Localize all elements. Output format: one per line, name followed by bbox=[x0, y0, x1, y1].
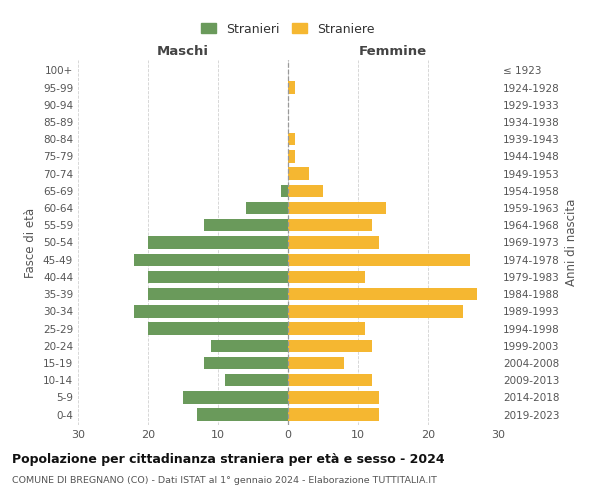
Bar bbox=[288, 408, 379, 421]
Bar bbox=[225, 374, 288, 386]
Bar bbox=[183, 392, 288, 404]
Text: Popolazione per cittadinanza straniera per età e sesso - 2024: Popolazione per cittadinanza straniera p… bbox=[12, 452, 445, 466]
Bar bbox=[197, 408, 288, 421]
Bar bbox=[204, 357, 288, 369]
Bar bbox=[288, 150, 295, 162]
Bar bbox=[134, 254, 288, 266]
Bar bbox=[148, 270, 288, 283]
Bar bbox=[288, 219, 372, 232]
Bar bbox=[288, 288, 477, 300]
Bar bbox=[288, 202, 386, 214]
Bar bbox=[148, 236, 288, 248]
Bar bbox=[211, 340, 288, 352]
Bar bbox=[288, 168, 309, 180]
Bar bbox=[288, 82, 295, 94]
Bar bbox=[148, 322, 288, 335]
Bar bbox=[204, 219, 288, 232]
Bar bbox=[288, 392, 379, 404]
Text: Maschi: Maschi bbox=[157, 46, 209, 59]
Bar bbox=[246, 202, 288, 214]
Bar bbox=[288, 184, 323, 197]
Text: Femmine: Femmine bbox=[359, 46, 427, 59]
Bar bbox=[288, 322, 365, 335]
Bar bbox=[288, 236, 379, 248]
Bar bbox=[288, 133, 295, 145]
Bar bbox=[134, 305, 288, 318]
Bar bbox=[288, 254, 470, 266]
Bar bbox=[288, 374, 372, 386]
Bar bbox=[281, 184, 288, 197]
Bar bbox=[288, 340, 372, 352]
Bar bbox=[288, 357, 344, 369]
Bar bbox=[148, 288, 288, 300]
Bar bbox=[288, 305, 463, 318]
Legend: Stranieri, Straniere: Stranieri, Straniere bbox=[197, 19, 379, 40]
Text: COMUNE DI BREGNANO (CO) - Dati ISTAT al 1° gennaio 2024 - Elaborazione TUTTITALI: COMUNE DI BREGNANO (CO) - Dati ISTAT al … bbox=[12, 476, 437, 485]
Bar bbox=[288, 270, 365, 283]
Y-axis label: Fasce di età: Fasce di età bbox=[25, 208, 37, 278]
Y-axis label: Anni di nascita: Anni di nascita bbox=[565, 199, 578, 286]
